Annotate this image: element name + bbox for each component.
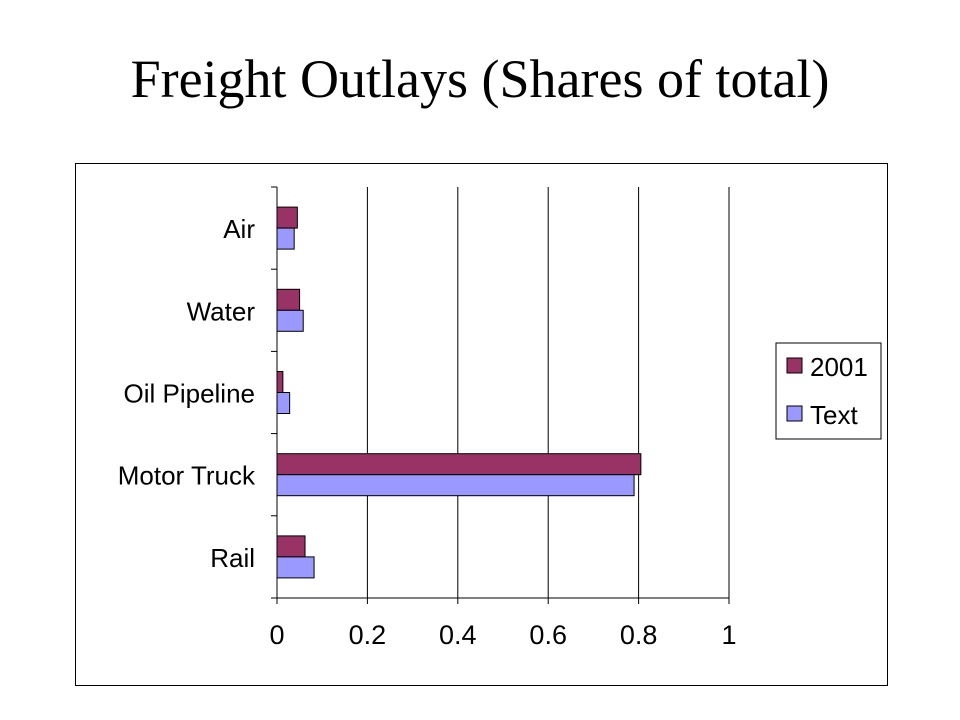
- bar-text: [276, 392, 291, 414]
- bar-2001: [276, 206, 298, 229]
- y-tick-label: Motor Truck: [118, 461, 256, 491]
- y-tick-label: Oil Pipeline: [123, 379, 255, 409]
- bar-2001: [276, 535, 306, 558]
- legend-swatch: [786, 357, 803, 374]
- bar-text: [276, 556, 315, 579]
- x-tick-label: 0: [269, 620, 284, 650]
- legend-swatch: [786, 405, 803, 422]
- bar-text: [276, 309, 304, 332]
- legend-label: Text: [810, 400, 858, 430]
- bar-2001: [276, 371, 284, 393]
- bar-chart: 0 0.2 0.4 0.6 0.8 1 Air Water Oil Pipeline Motor …: [118, 186, 882, 650]
- legend-box: [775, 342, 882, 440]
- x-tick-label: 0.2: [349, 620, 387, 650]
- x-tick-label: 1: [721, 620, 736, 650]
- x-tick-label: 0.4: [439, 620, 477, 650]
- bar-2001: [276, 288, 301, 311]
- bar-text: [276, 227, 295, 250]
- x-tick-label: 0.8: [620, 620, 658, 650]
- legend-label: 2001: [810, 352, 868, 382]
- y-tick-label: Rail: [210, 543, 255, 573]
- bar-text: [276, 474, 635, 497]
- chart-area: 0 0.2 0.4 0.6 0.8 1 Air Water Oil Pipeline Motor …: [75, 163, 888, 686]
- x-tick-label: 0.6: [529, 620, 567, 650]
- bar-2001: [276, 453, 642, 476]
- page-title: Freight Outlays (Shares of total): [130, 49, 830, 109]
- y-tick-label: Water: [187, 296, 256, 326]
- y-tick-label: Air: [223, 214, 255, 244]
